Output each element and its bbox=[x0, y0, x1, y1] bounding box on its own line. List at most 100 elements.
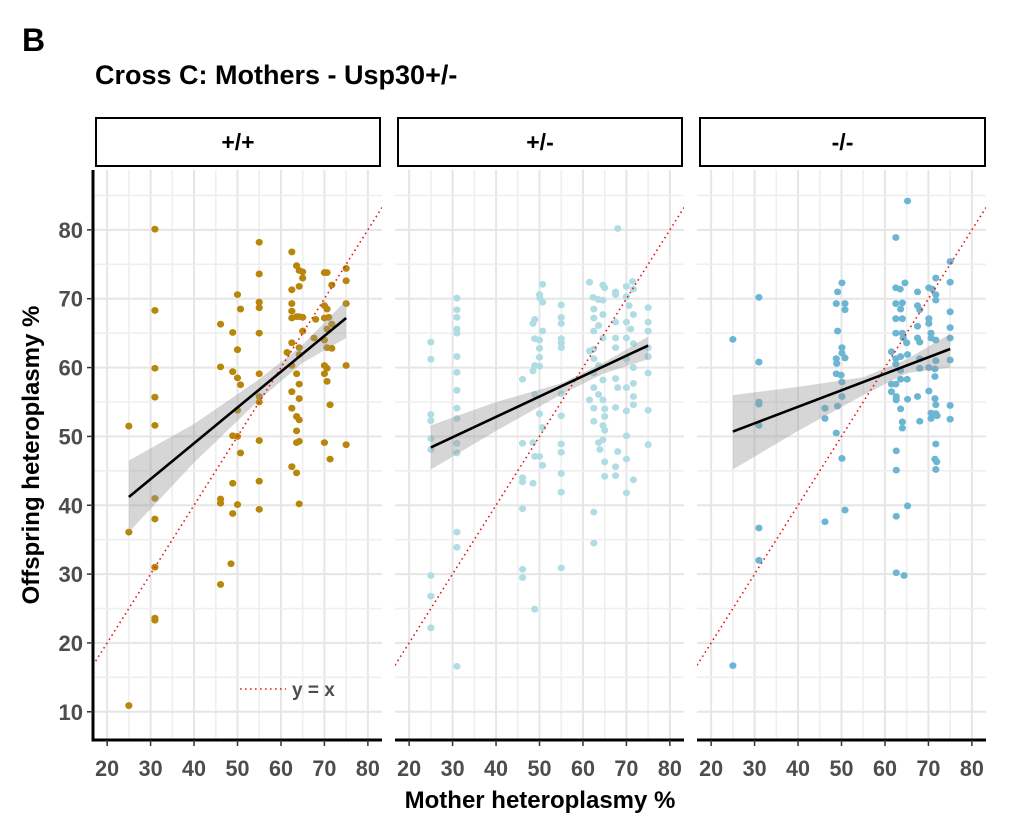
data-point bbox=[892, 329, 900, 337]
data-point bbox=[531, 391, 539, 398]
x-tick-label: 60 bbox=[873, 756, 897, 781]
data-point bbox=[557, 448, 565, 456]
data-point bbox=[601, 284, 609, 292]
data-point bbox=[255, 270, 263, 278]
x-tick-label: 80 bbox=[658, 756, 682, 781]
data-point bbox=[925, 315, 933, 323]
data-point bbox=[557, 313, 565, 321]
data-point bbox=[599, 396, 607, 404]
data-point bbox=[233, 501, 242, 508]
x-tick-label: 20 bbox=[95, 756, 119, 781]
data-point bbox=[529, 439, 537, 447]
data-point bbox=[323, 364, 331, 372]
data-point bbox=[535, 353, 544, 361]
data-point bbox=[833, 360, 841, 367]
data-point bbox=[453, 386, 461, 394]
data-point bbox=[903, 197, 912, 205]
data-point bbox=[453, 294, 461, 302]
facet-strip-wildtype: +/+ bbox=[95, 117, 381, 167]
data-point bbox=[946, 402, 954, 409]
data-point bbox=[644, 441, 652, 449]
data-point bbox=[590, 327, 598, 335]
facet-panel-1: 20 30 40 50 60 70 80 bbox=[395, 170, 684, 781]
data-point bbox=[125, 528, 133, 536]
data-point bbox=[932, 291, 940, 299]
data-point bbox=[538, 461, 547, 469]
data-point bbox=[326, 455, 334, 463]
data-point bbox=[946, 258, 954, 265]
data-point bbox=[644, 304, 652, 312]
data-point bbox=[531, 605, 539, 613]
data-point bbox=[453, 662, 461, 670]
data-point bbox=[518, 505, 527, 513]
data-point bbox=[841, 354, 849, 362]
data-point bbox=[601, 458, 609, 466]
data-point bbox=[151, 494, 159, 502]
data-point bbox=[535, 410, 544, 418]
data-point bbox=[833, 402, 842, 410]
data-point bbox=[427, 410, 435, 418]
data-point bbox=[729, 335, 737, 343]
data-point bbox=[644, 406, 652, 414]
data-point bbox=[887, 388, 896, 396]
data-point bbox=[903, 395, 912, 403]
data-point bbox=[896, 285, 904, 293]
data-point bbox=[255, 370, 263, 378]
x-tick-label: 30 bbox=[743, 756, 767, 781]
data-point bbox=[644, 369, 652, 377]
data-point bbox=[841, 306, 849, 314]
data-point bbox=[453, 306, 461, 314]
data-point bbox=[342, 300, 350, 307]
data-point bbox=[932, 440, 940, 448]
data-point bbox=[557, 440, 565, 448]
data-point bbox=[295, 395, 303, 402]
data-point bbox=[946, 356, 954, 364]
identity-reference-line bbox=[395, 207, 684, 666]
data-point bbox=[255, 298, 263, 306]
data-point bbox=[453, 543, 461, 551]
confidence-band bbox=[128, 300, 347, 533]
data-point bbox=[590, 305, 598, 313]
data-point bbox=[916, 417, 924, 425]
data-point bbox=[629, 380, 637, 387]
data-point bbox=[453, 329, 461, 337]
data-point bbox=[622, 407, 631, 415]
data-point bbox=[927, 329, 935, 337]
x-tick-label: 80 bbox=[960, 756, 984, 781]
data-point bbox=[913, 322, 922, 330]
data-point bbox=[342, 441, 350, 449]
data-point bbox=[622, 334, 631, 342]
data-point bbox=[283, 349, 291, 356]
regression-line bbox=[128, 317, 347, 498]
data-point bbox=[288, 286, 296, 294]
data-point bbox=[585, 396, 594, 404]
data-point bbox=[216, 499, 225, 507]
data-point bbox=[293, 427, 301, 435]
data-point bbox=[151, 421, 159, 429]
x-tick-label: 40 bbox=[182, 756, 206, 781]
data-point bbox=[833, 288, 842, 296]
data-point bbox=[821, 415, 829, 422]
data-point bbox=[932, 274, 940, 282]
data-point bbox=[596, 446, 604, 453]
identity-reference-line bbox=[93, 207, 382, 666]
data-point bbox=[897, 353, 905, 360]
data-point bbox=[622, 455, 631, 463]
data-point bbox=[125, 422, 133, 430]
data-point bbox=[535, 362, 544, 370]
data-point bbox=[903, 351, 912, 358]
data-point bbox=[644, 327, 652, 335]
data-point bbox=[151, 393, 159, 401]
data-point bbox=[599, 376, 607, 384]
data-point bbox=[892, 466, 900, 474]
data-point bbox=[932, 296, 940, 304]
regression-line bbox=[430, 344, 649, 449]
chart-title: Cross C: Mothers - Usp30+/- bbox=[95, 60, 458, 90]
y-tick-label: 10 bbox=[59, 700, 83, 725]
data-point bbox=[557, 412, 565, 420]
data-point bbox=[925, 387, 933, 395]
data-point bbox=[557, 339, 565, 347]
x-tick-label: 70 bbox=[916, 756, 940, 781]
data-point bbox=[535, 452, 544, 460]
